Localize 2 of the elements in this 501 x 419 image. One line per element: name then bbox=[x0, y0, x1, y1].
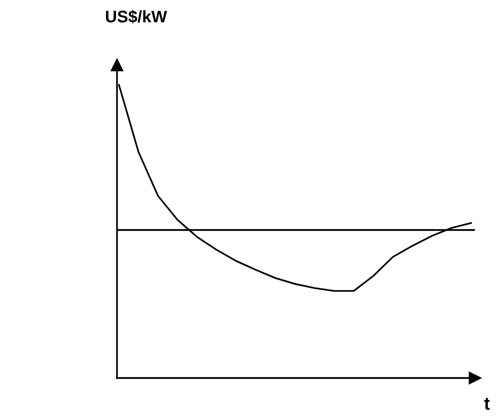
y-axis-title: US$/kW bbox=[106, 10, 168, 24]
x-axis-title: t bbox=[484, 398, 490, 410]
